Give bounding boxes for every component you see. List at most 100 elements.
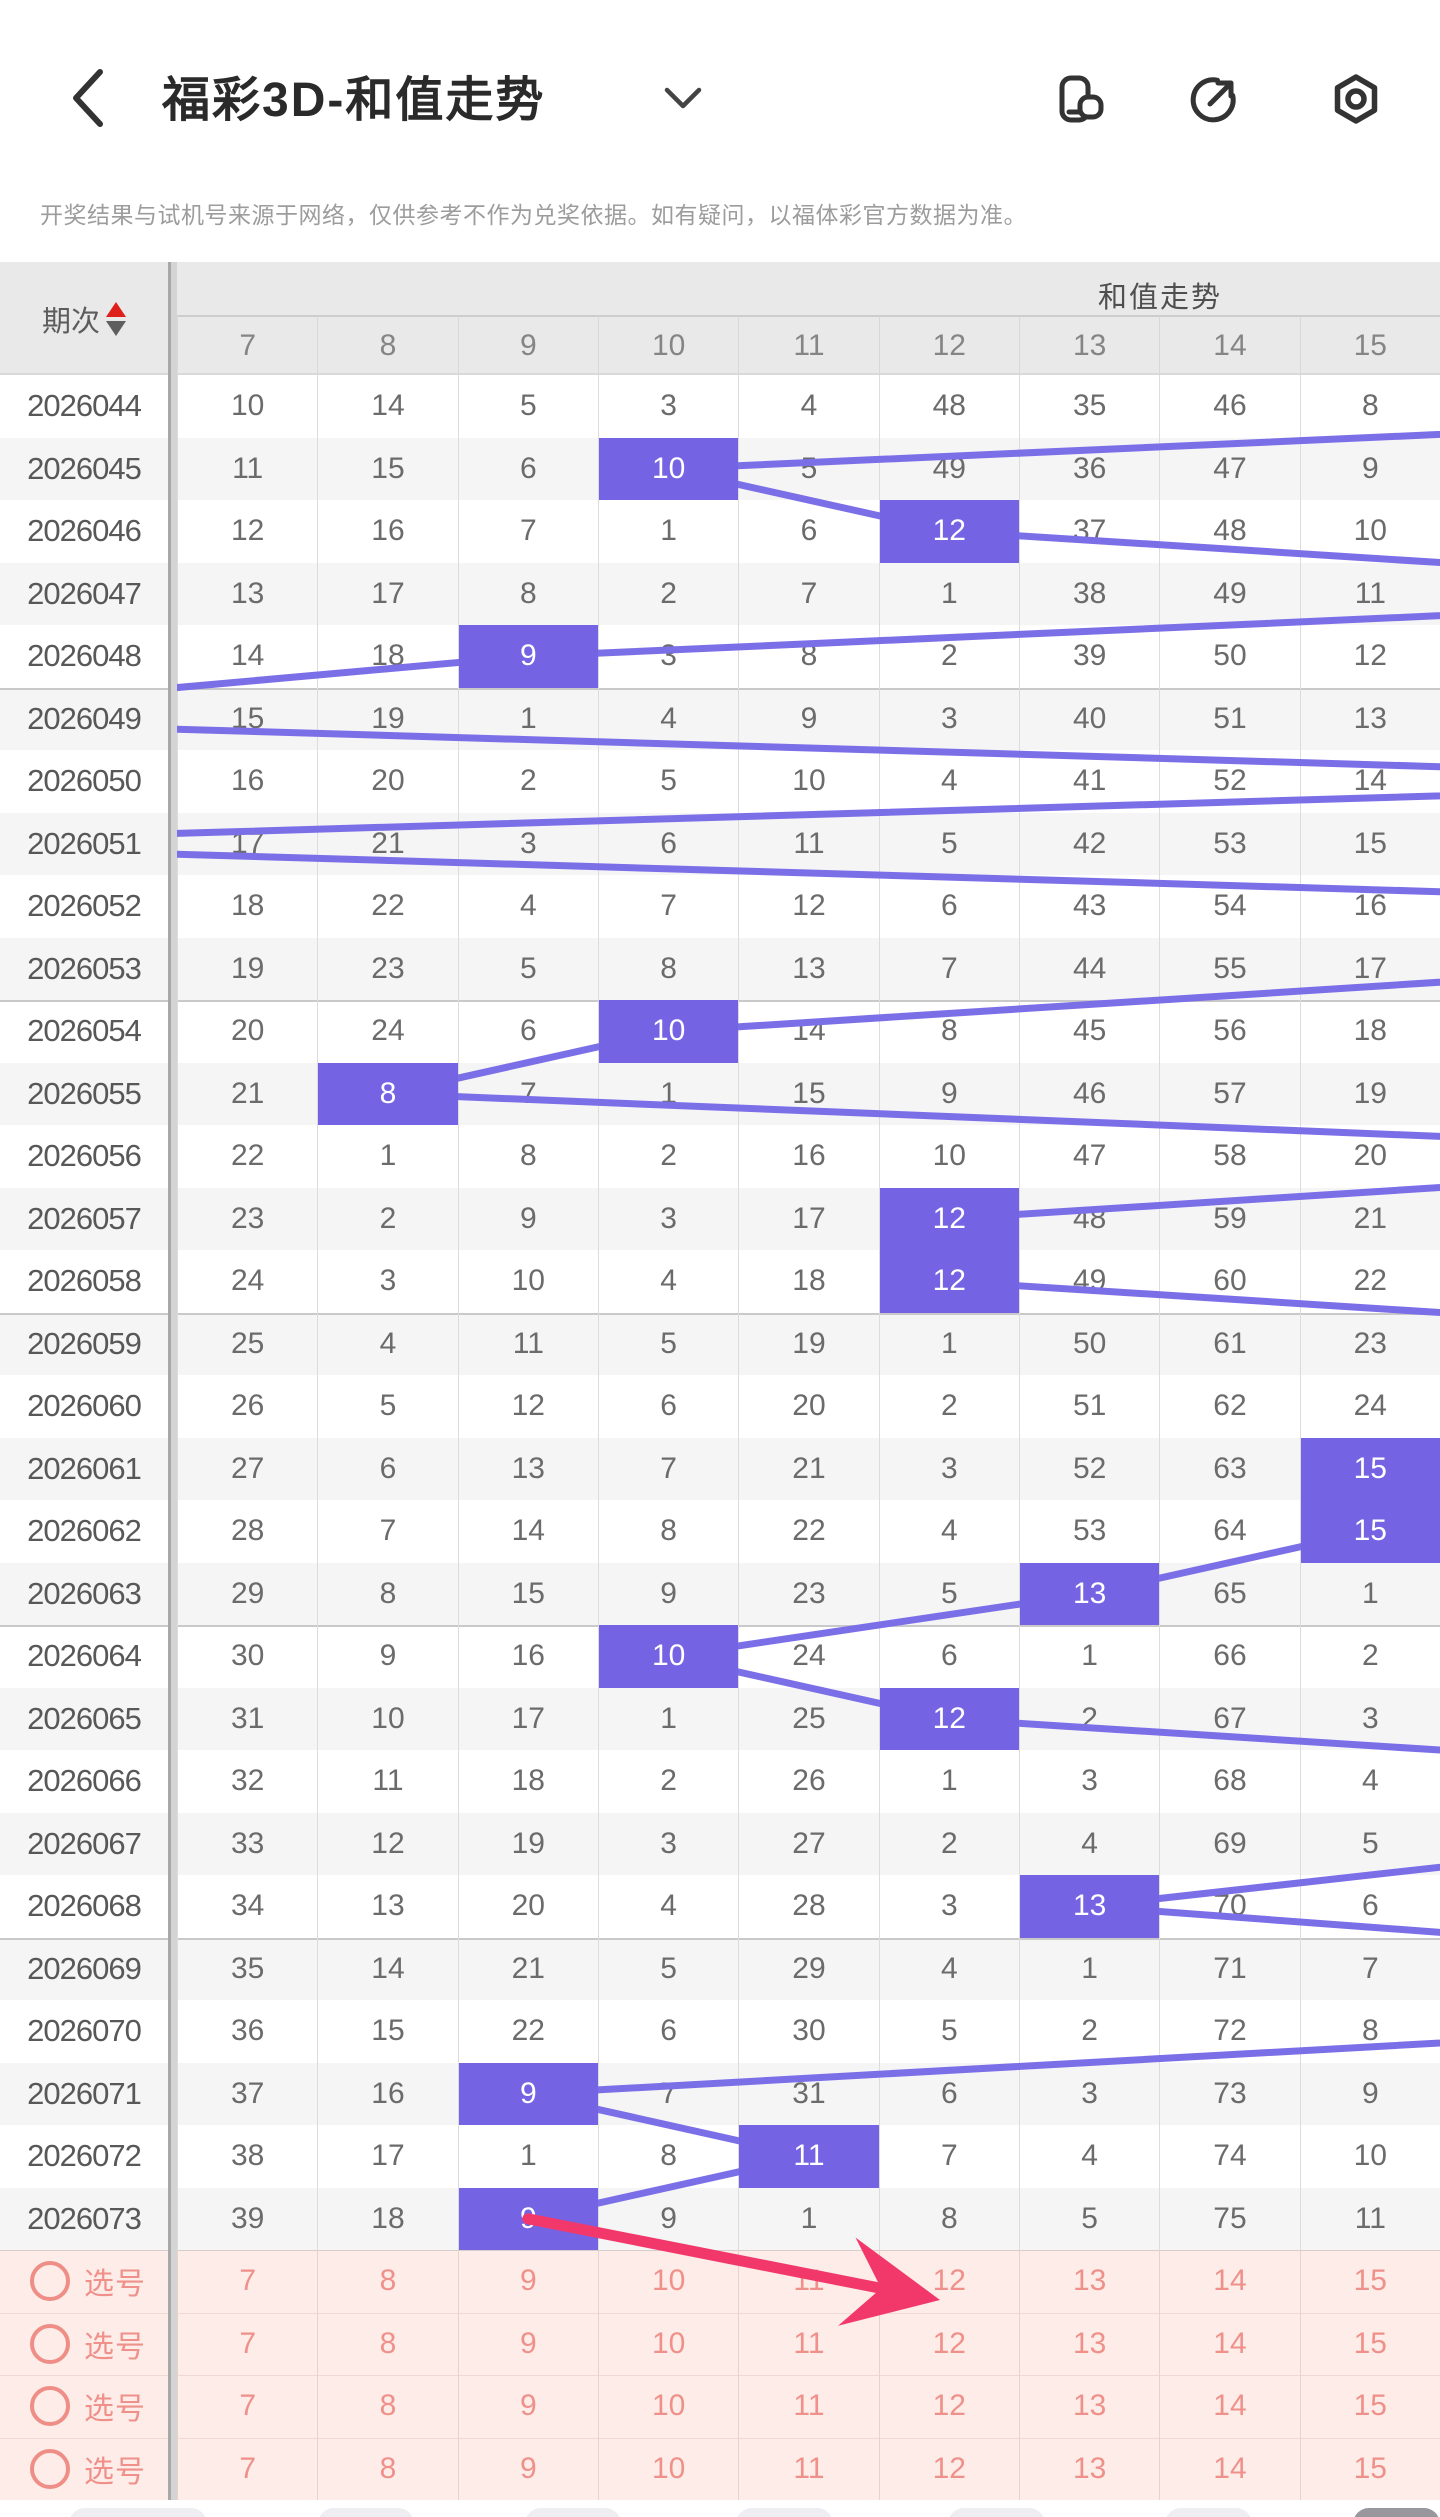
period-cell: 2026073 — [27, 2200, 142, 2236]
select-number-cell[interactable]: 10 — [597, 2375, 738, 2438]
select-number-cell[interactable]: 14 — [1159, 2250, 1299, 2313]
miss-count-cell: 1 — [597, 1062, 738, 1125]
miss-count-cell: 3 — [878, 1875, 1019, 1938]
select-number-cell[interactable]: 7 — [177, 2312, 317, 2375]
select-row-label-cell: 选号 — [0, 2375, 168, 2438]
settings-nut-icon[interactable] — [1328, 71, 1384, 127]
bottom-toolbar-button[interactable] — [1165, 2508, 1252, 2517]
column-header-13: 13 — [1018, 316, 1159, 375]
table-row: 2026062 287148224536415 — [0, 1500, 1440, 1563]
highlighted-sum-cell: 10 — [598, 1625, 739, 1688]
select-number-cell[interactable]: 11 — [738, 2437, 878, 2500]
miss-count-cell: 5 — [597, 1312, 738, 1375]
select-number-cell[interactable]: 12 — [878, 2250, 1019, 2313]
miss-count-cell: 42 — [1018, 812, 1159, 875]
select-number-cell[interactable]: 11 — [738, 2250, 878, 2313]
bottom-toolbar-button[interactable] — [318, 2508, 414, 2517]
miss-count-cell: 21 — [738, 1437, 878, 1500]
select-number-cell[interactable]: 11 — [738, 2375, 878, 2438]
select-number-cell[interactable]: 11 — [738, 2312, 878, 2375]
select-radio[interactable] — [30, 2261, 70, 2302]
bottom-toolbar-button[interactable] — [948, 2508, 1045, 2517]
select-number-cell[interactable]: 10 — [597, 2312, 738, 2375]
select-number-cell[interactable]: 9 — [457, 2375, 598, 2438]
select-number-cell[interactable]: 12 — [878, 2375, 1019, 2438]
horizontal-scrollbar[interactable] — [168, 262, 177, 2500]
period-cell: 2026057 — [27, 1200, 142, 1236]
select-number-cell[interactable]: 15 — [1299, 2437, 1440, 2500]
select-number-cell[interactable]: 8 — [317, 2375, 457, 2438]
select-radio[interactable] — [30, 2448, 70, 2489]
back-icon[interactable] — [68, 66, 106, 130]
miss-count-cell: 37 — [177, 2062, 317, 2125]
miss-count-cell: 64 — [1159, 1500, 1299, 1563]
select-number-cell[interactable]: 10 — [597, 2250, 738, 2313]
chevron-down-icon[interactable] — [662, 86, 704, 112]
miss-count-cell: 7 — [738, 562, 878, 625]
period-cell: 2026066 — [27, 1763, 142, 1799]
select-number-cell[interactable]: 15 — [1299, 2250, 1440, 2313]
miss-count-cell: 8 — [457, 562, 598, 625]
miss-count-cell: 60 — [1159, 1250, 1299, 1313]
miss-count-cell: 10 — [317, 1687, 457, 1750]
miss-count-cell: 21 — [457, 1937, 598, 2000]
select-radio[interactable] — [30, 2386, 70, 2427]
table-row: 202607238171811747410 — [0, 2125, 1440, 2188]
select-number-cell[interactable]: 14 — [1159, 2437, 1299, 2500]
select-number-cell[interactable]: 9 — [457, 2250, 598, 2313]
miss-count-cell: 48 — [878, 375, 1019, 438]
select-number-cell[interactable]: 13 — [1018, 2250, 1159, 2313]
select-number-cell[interactable]: 12 — [878, 2312, 1019, 2375]
select-number-cell[interactable]: 7 — [177, 2437, 317, 2500]
miss-count-cell: 3 — [878, 687, 1019, 750]
miss-count-cell: 14 — [457, 1500, 598, 1563]
select-number-cell[interactable]: 9 — [457, 2312, 598, 2375]
select-number-cell[interactable]: 13 — [1018, 2375, 1159, 2438]
table-row: 2026069 35 14 21 5 29 4 1 71 7 — [0, 1937, 1440, 2000]
select-number-cell[interactable]: 9 — [457, 2437, 598, 2500]
select-number-cell[interactable]: 8 — [317, 2437, 457, 2500]
bottom-toolbar-button[interactable] — [525, 2508, 621, 2517]
miss-count-cell: 3 — [317, 1250, 457, 1313]
miss-count-cell: 27 — [738, 1812, 878, 1875]
miss-count-cell: 27 — [177, 1437, 317, 1500]
select-number-cell[interactable]: 14 — [1159, 2312, 1299, 2375]
miss-count-cell: 25 — [738, 1687, 878, 1750]
select-number-cell[interactable]: 15 — [1299, 2375, 1440, 2438]
miss-count-cell: 9 — [1299, 2062, 1440, 2125]
miss-count-cell: 16 — [1299, 875, 1440, 938]
miss-count-cell: 46 — [1159, 375, 1299, 438]
select-number-cell[interactable]: 13 — [1018, 2312, 1159, 2375]
miss-count-cell: 11 — [177, 437, 317, 500]
select-number-cell[interactable]: 7 — [177, 2250, 317, 2313]
select-number-cell[interactable]: 8 — [317, 2312, 457, 2375]
miss-count-cell: 17 — [457, 1687, 598, 1750]
table-row: 2026066 32 11 18 2 26 1 3 68 4 — [0, 1750, 1440, 1813]
miss-count-cell: 4 — [597, 1250, 738, 1313]
select-number-cell[interactable]: 10 — [597, 2437, 738, 2500]
period-column-header[interactable]: 期次 — [0, 262, 168, 375]
select-number-cell[interactable]: 13 — [1018, 2437, 1159, 2500]
select-number-cell[interactable]: 12 — [878, 2437, 1019, 2500]
miss-count-cell: 57 — [1159, 1062, 1299, 1125]
miss-count-cell: 26 — [177, 1375, 317, 1438]
select-number-cell[interactable]: 14 — [1159, 2375, 1299, 2438]
share-icon[interactable] — [1185, 71, 1241, 127]
miss-count-cell: 61 — [1159, 1312, 1299, 1375]
floating-window-icon[interactable] — [1053, 71, 1109, 127]
miss-count-cell: 6 — [597, 1375, 738, 1438]
miss-count-cell: 50 — [1159, 625, 1299, 688]
select-radio[interactable] — [30, 2323, 70, 2364]
select-number-cell[interactable]: 7 — [177, 2375, 317, 2438]
bottom-toolbar-button[interactable] — [736, 2508, 833, 2517]
select-number-cell[interactable]: 15 — [1299, 2312, 1440, 2375]
miss-count-cell: 37 — [1018, 500, 1159, 563]
miss-count-cell: 7 — [878, 937, 1019, 1000]
period-cell: 2026064 — [27, 1638, 142, 1674]
select-number-cell[interactable]: 8 — [317, 2250, 457, 2313]
miss-count-cell: 6 — [738, 500, 878, 563]
miss-count-cell: 13 — [1299, 687, 1440, 750]
bottom-toolbar-button[interactable] — [1353, 2508, 1440, 2517]
miss-count-cell: 5 — [738, 437, 878, 500]
bottom-toolbar-button[interactable] — [69, 2508, 207, 2517]
